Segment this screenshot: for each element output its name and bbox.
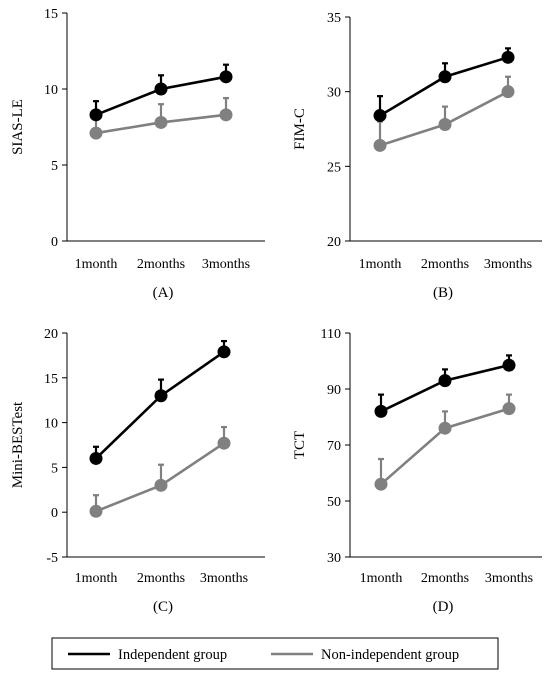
y-tick-label: 90 [327,383,341,398]
chart-panel-a: 0 5 10 15 SIAS-LE 1month 2months 3months (A) [10,7,265,301]
data-point [501,50,515,64]
x-category-label: 2months [421,571,469,586]
data-point [154,478,168,492]
data-point [373,138,387,152]
data-point [502,358,516,372]
series-independent [373,47,515,123]
y-tick-label: 70 [327,439,341,454]
panel-label: (D) [433,599,454,615]
legend-label: Independent group [118,647,227,663]
data-point [89,108,103,122]
data-point [438,374,452,388]
y-axis-title: Mini-BESTest [10,401,26,488]
data-point [502,402,516,416]
y-axis-title: TCT [292,431,308,459]
y-tick-label: 15 [44,7,58,22]
series-non-independent [89,425,231,518]
y-tick-label: 0 [51,235,58,250]
y-tick-label: 5 [51,461,58,476]
data-point [374,477,388,491]
data-point [219,70,233,84]
data-point [438,118,452,132]
data-point [373,109,387,123]
y-tick-label: 50 [327,495,341,510]
data-point [217,345,231,359]
y-tick-label: -5 [46,551,58,566]
series-non-independent [373,75,515,152]
data-point [154,82,168,96]
y-tick-label: 110 [321,327,341,342]
data-point [89,126,103,140]
y-tick-label: 10 [44,83,58,98]
series-independent [89,339,231,465]
y-tick-label: 15 [44,372,58,387]
x-category-label: 1month [75,571,118,586]
x-category-label: 1month [75,257,118,272]
y-tick-label: 20 [44,327,58,342]
y-tick-label: 20 [327,235,341,250]
data-point [438,70,452,84]
y-tick-label: 10 [44,417,58,432]
panel-label: (A) [153,285,174,301]
legend-label: Non-independent group [321,647,459,663]
y-tick-label: 25 [327,160,341,175]
chart-panel-d: 30 50 70 90 110 TCT 1month 2months 3months (D) [292,327,542,615]
legend: Independent group Non-independent group [51,637,499,670]
x-category-label: 3months [485,571,533,586]
data-point [374,404,388,418]
series-independent [374,354,516,418]
data-point [154,389,168,403]
chart-panel-c: -5 0 5 10 15 20 Mini-BESTest 1month 2months 3mont… [10,327,265,615]
y-tick-label: 35 [327,11,341,26]
series-line [95,350,225,460]
data-point [89,451,103,465]
series-non-independent [89,97,233,140]
data-point [154,115,168,129]
x-category-label: 2months [421,257,469,272]
panel-label: (C) [153,599,173,615]
y-tick-label: 30 [327,86,341,101]
series-non-independent [374,393,516,491]
y-axis-title: SIAS-LE [10,99,26,155]
data-point [217,436,231,450]
data-point [219,108,233,122]
x-category-label: 1month [360,571,403,586]
data-point [438,421,452,435]
y-tick-label: 5 [51,159,58,174]
legend-entry-independent: Independent group [68,647,227,663]
x-category-label: 2months [137,571,185,586]
x-category-label: 3months [200,571,248,586]
legend-entry-non-independent: Non-independent group [271,647,459,663]
series-independent [89,63,233,122]
y-tick-label: 30 [327,551,341,566]
y-axis-title: FIM-C [292,108,308,150]
chart-panel-b: 20 25 30 35 FIM-C 1month 2months 3months (B) [292,11,542,301]
data-point [89,504,103,518]
data-point [501,85,515,99]
x-category-label: 3months [484,257,532,272]
x-category-label: 3months [202,257,250,272]
x-category-label: 2months [137,257,185,272]
panel-label: (B) [433,285,453,301]
x-category-label: 1month [359,257,402,272]
y-tick-label: 0 [51,506,58,521]
